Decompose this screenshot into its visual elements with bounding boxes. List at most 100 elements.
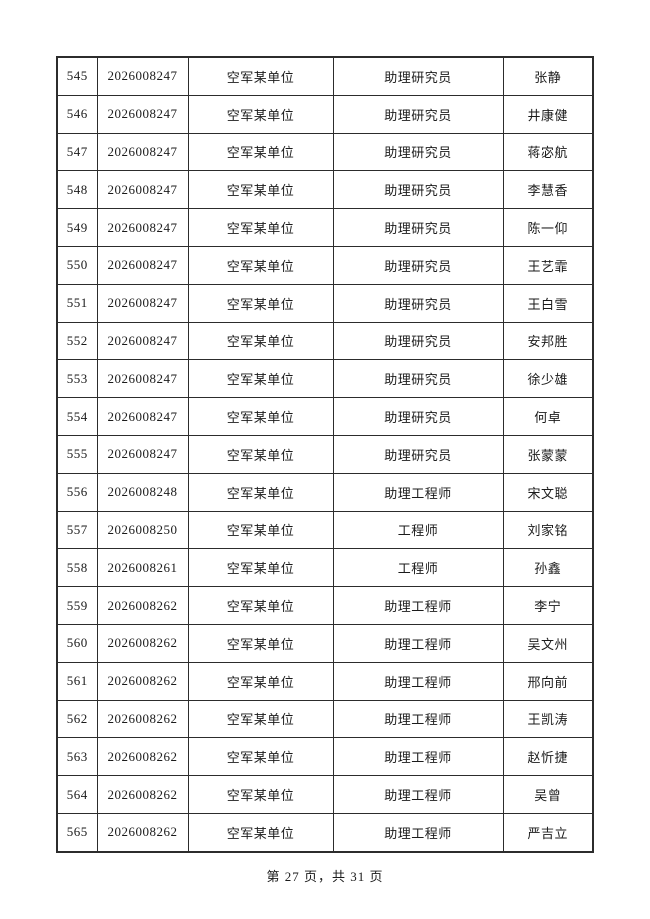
table-cell-title: 助理研究员 bbox=[332, 170, 504, 210]
table-row: 562 2026008262 空军某单位 助理工程师 王凯涛 bbox=[56, 699, 594, 739]
table-row: 561 2026008262 空军某单位 助理工程师 邢向前 bbox=[56, 661, 594, 701]
table-cell-unit: 空军某单位 bbox=[187, 132, 334, 172]
table-cell-name: 蒋宓航 bbox=[502, 132, 594, 172]
table-cell-title: 助理研究员 bbox=[332, 132, 504, 172]
table-cell-name: 王白雪 bbox=[502, 283, 594, 323]
table-cell-name: 邢向前 bbox=[502, 661, 594, 701]
table-cell-index: 545 bbox=[56, 56, 98, 96]
table-cell-unit: 空军某单位 bbox=[187, 94, 334, 134]
table-row: 547 2026008247 空军某单位 助理研究员 蒋宓航 bbox=[56, 132, 594, 172]
table-row: 554 2026008247 空军某单位 助理研究员 何卓 bbox=[56, 397, 594, 436]
table-cell-name: 王凯涛 bbox=[502, 699, 594, 739]
table-cell-code: 2026008250 bbox=[96, 510, 189, 550]
table-cell-index: 560 bbox=[56, 623, 98, 663]
table-cell-unit: 空军某单位 bbox=[187, 775, 334, 814]
table-cell-name: 井康健 bbox=[502, 94, 594, 134]
table-row: 559 2026008262 空军某单位 助理工程师 李宁 bbox=[56, 586, 594, 625]
table-row: 552 2026008247 空军某单位 助理研究员 安邦胜 bbox=[56, 321, 594, 361]
table-cell-title: 助理研究员 bbox=[332, 397, 504, 436]
table-cell-code: 2026008262 bbox=[96, 812, 189, 853]
table-cell-unit: 空军某单位 bbox=[187, 623, 334, 663]
table-cell-index: 546 bbox=[56, 94, 98, 134]
table-cell-title: 助理工程师 bbox=[332, 699, 504, 739]
table-cell-name: 张蒙蒙 bbox=[502, 434, 594, 474]
table-cell-title: 助理工程师 bbox=[332, 623, 504, 663]
table-cell-name: 孙鑫 bbox=[502, 548, 594, 588]
table-cell-title: 助理研究员 bbox=[332, 56, 504, 96]
table-cell-code: 2026008262 bbox=[96, 737, 189, 777]
table-cell-index: 558 bbox=[56, 548, 98, 588]
table-cell-code: 2026008262 bbox=[96, 775, 189, 814]
table-cell-unit: 空军某单位 bbox=[187, 472, 334, 512]
table-cell-unit: 空军某单位 bbox=[187, 737, 334, 777]
table-cell-name: 吴文州 bbox=[502, 623, 594, 663]
table-cell-unit: 空军某单位 bbox=[187, 397, 334, 436]
table-cell-index: 555 bbox=[56, 434, 98, 474]
table-cell-unit: 空军某单位 bbox=[187, 586, 334, 625]
table-cell-title: 助理工程师 bbox=[332, 812, 504, 853]
table-cell-code: 2026008261 bbox=[96, 548, 189, 588]
table-cell-index: 556 bbox=[56, 472, 98, 512]
table-cell-code: 2026008247 bbox=[96, 208, 189, 247]
table-cell-unit: 空军某单位 bbox=[187, 812, 334, 853]
table-cell-title: 助理研究员 bbox=[332, 434, 504, 474]
table-cell-name: 严吉立 bbox=[502, 812, 594, 853]
table-row: 563 2026008262 空军某单位 助理工程师 赵忻捷 bbox=[56, 737, 594, 777]
table-row: 556 2026008248 空军某单位 助理工程师 宋文聪 bbox=[56, 472, 594, 512]
table-cell-code: 2026008247 bbox=[96, 94, 189, 134]
table-row: 548 2026008247 空军某单位 助理研究员 李慧香 bbox=[56, 170, 594, 210]
table-cell-title: 工程师 bbox=[332, 510, 504, 550]
table-cell-index: 559 bbox=[56, 586, 98, 625]
table-cell-name: 吴曾 bbox=[502, 775, 594, 814]
table-cell-name: 赵忻捷 bbox=[502, 737, 594, 777]
table-cell-index: 550 bbox=[56, 245, 98, 285]
table-cell-index: 557 bbox=[56, 510, 98, 550]
table-cell-index: 552 bbox=[56, 321, 98, 361]
table-cell-unit: 空军某单位 bbox=[187, 208, 334, 247]
table-cell-title: 助理研究员 bbox=[332, 321, 504, 361]
table-cell-unit: 空军某单位 bbox=[187, 699, 334, 739]
table-cell-name: 王艺霏 bbox=[502, 245, 594, 285]
table-cell-name: 何卓 bbox=[502, 397, 594, 436]
table-row: 564 2026008262 空军某单位 助理工程师 吴曾 bbox=[56, 775, 594, 814]
table-row: 550 2026008247 空军某单位 助理研究员 王艺霏 bbox=[56, 245, 594, 285]
table-cell-code: 2026008247 bbox=[96, 359, 189, 399]
table-cell-name: 张静 bbox=[502, 56, 594, 96]
table-cell-title: 助理工程师 bbox=[332, 586, 504, 625]
table-cell-code: 2026008262 bbox=[96, 623, 189, 663]
table-cell-unit: 空军某单位 bbox=[187, 359, 334, 399]
table-cell-index: 563 bbox=[56, 737, 98, 777]
table-cell-index: 554 bbox=[56, 397, 98, 436]
table-cell-index: 549 bbox=[56, 208, 98, 247]
table-cell-name: 陈一仰 bbox=[502, 208, 594, 247]
table-cell-code: 2026008247 bbox=[96, 56, 189, 96]
table-cell-index: 547 bbox=[56, 132, 98, 172]
table-cell-name: 徐少雄 bbox=[502, 359, 594, 399]
table-cell-unit: 空军某单位 bbox=[187, 283, 334, 323]
table-cell-code: 2026008247 bbox=[96, 283, 189, 323]
table-cell-index: 562 bbox=[56, 699, 98, 739]
table-cell-index: 564 bbox=[56, 775, 98, 814]
table-row: 545 2026008247 空军某单位 助理研究员 张静 bbox=[56, 56, 594, 96]
table-cell-code: 2026008247 bbox=[96, 434, 189, 474]
table-cell-name: 宋文聪 bbox=[502, 472, 594, 512]
table-row: 555 2026008247 空军某单位 助理研究员 张蒙蒙 bbox=[56, 434, 594, 474]
table-cell-title: 助理工程师 bbox=[332, 737, 504, 777]
table-cell-title: 助理工程师 bbox=[332, 775, 504, 814]
table-cell-title: 助理工程师 bbox=[332, 472, 504, 512]
table-row: 565 2026008262 空军某单位 助理工程师 严吉立 bbox=[56, 812, 594, 853]
table-cell-name: 刘家铭 bbox=[502, 510, 594, 550]
table-cell-unit: 空军某单位 bbox=[187, 510, 334, 550]
table-cell-code: 2026008247 bbox=[96, 132, 189, 172]
table-cell-index: 548 bbox=[56, 170, 98, 210]
table-cell-title: 助理研究员 bbox=[332, 94, 504, 134]
table-cell-name: 李宁 bbox=[502, 586, 594, 625]
table-cell-title: 工程师 bbox=[332, 548, 504, 588]
table-cell-code: 2026008262 bbox=[96, 586, 189, 625]
roster-table: 545 2026008247 空军某单位 助理研究员 张静 546 2026008247 空军… bbox=[56, 56, 594, 853]
table-cell-unit: 空军某单位 bbox=[187, 434, 334, 474]
table-row: 551 2026008247 空军某单位 助理研究员 王白雪 bbox=[56, 283, 594, 323]
table-cell-unit: 空军某单位 bbox=[187, 56, 334, 96]
table-row: 560 2026008262 空军某单位 助理工程师 吴文州 bbox=[56, 623, 594, 663]
